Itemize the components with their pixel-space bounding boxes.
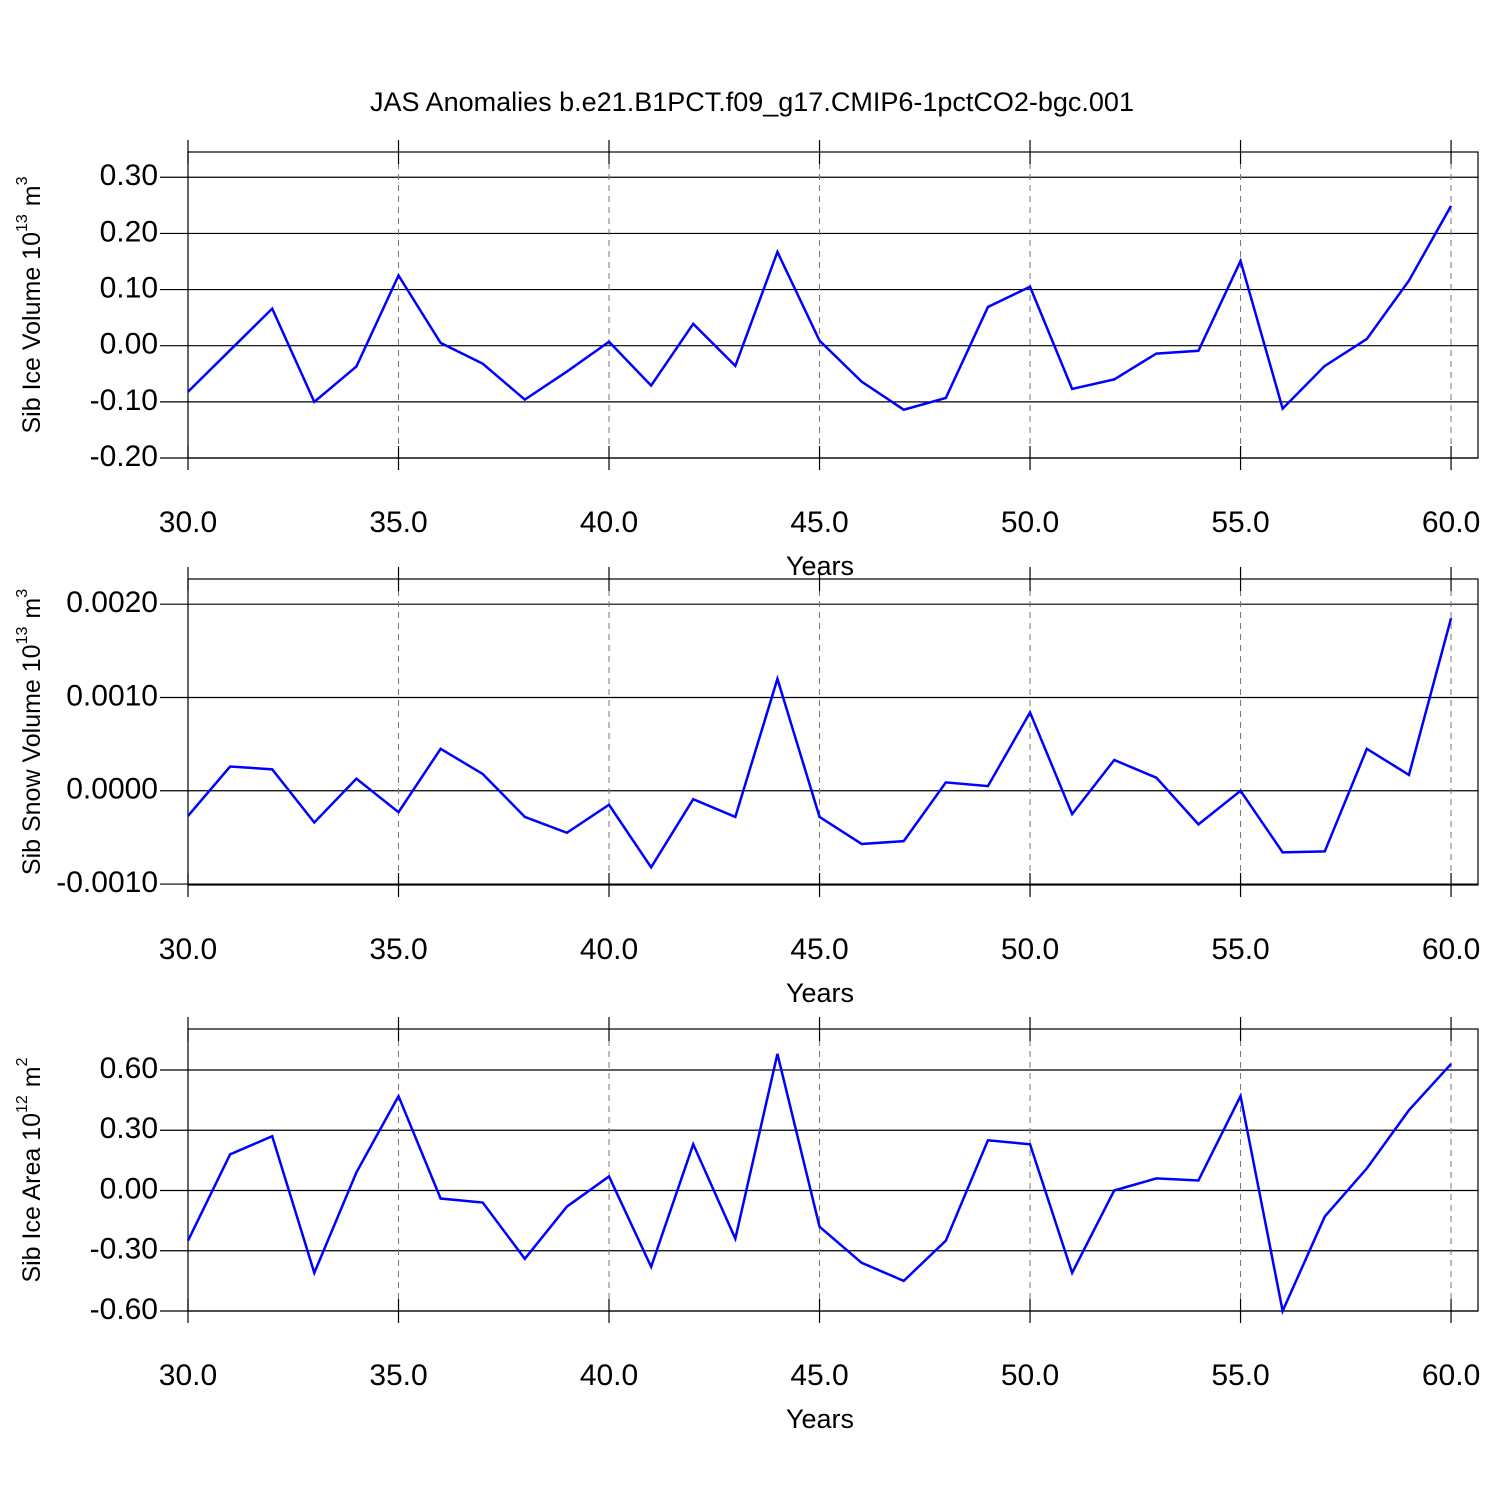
y-axis-title-text: Sib Ice Area 10	[18, 1113, 46, 1283]
y-tick-label: 0.00	[100, 1172, 158, 1205]
y-tick-label: 0.00	[100, 328, 158, 361]
y-tick-label: -0.20	[90, 440, 158, 473]
plot-frame	[187, 151, 1479, 459]
x-tick-label: 30.0	[159, 506, 217, 539]
y-axis-title-unit-exponent: 3	[14, 589, 31, 598]
y-axis-title-unit: m	[18, 185, 46, 206]
y-axis-title-unit-exponent: 3	[14, 176, 31, 185]
y-tick-label: 0.0000	[66, 773, 158, 806]
x-tick-label: 60.0	[1422, 1359, 1480, 1392]
data-line	[187, 205, 1453, 412]
y-axis-title-exponent: 13	[14, 627, 31, 645]
x-tick-label: 35.0	[369, 933, 427, 966]
y-axis-title-text: Sib Snow Volume 10	[18, 644, 46, 875]
x-tick-label: 50.0	[1001, 506, 1059, 539]
plot-frame	[187, 578, 1479, 886]
plot-frame	[187, 1028, 1479, 1312]
x-tick-label: 30.0	[159, 933, 217, 966]
y-tick-label: -0.60	[90, 1293, 158, 1326]
y-axis-title-text: Sib Ice Volume 10	[18, 232, 46, 434]
x-axis-title: Years	[786, 978, 854, 1008]
y-tick-label: 0.30	[100, 1112, 158, 1145]
y-tick-label: 0.60	[100, 1052, 158, 1085]
x-tick-label: 40.0	[580, 933, 638, 966]
data-line	[187, 617, 1453, 870]
figure-title: JAS Anomalies b.e21.B1PCT.f09_g17.CMIP6-…	[370, 87, 1134, 117]
x-tick-label: 55.0	[1211, 506, 1269, 539]
x-tick-label: 45.0	[790, 933, 848, 966]
y-axis-title: Sib Ice Area 1012 m2	[14, 1057, 45, 1282]
y-tick-label: 0.10	[100, 271, 158, 304]
x-tick-label: 40.0	[580, 506, 638, 539]
y-tick-label: -0.10	[90, 384, 158, 417]
data-line	[186, 1053, 1452, 1316]
y-axis-title-unit-exponent: 2	[14, 1057, 31, 1066]
x-tick-label: 50.0	[1001, 1359, 1059, 1392]
y-tick-label: -0.0010	[56, 866, 158, 899]
y-tick-label: 0.0020	[66, 586, 158, 619]
x-tick-label: 35.0	[369, 1359, 427, 1392]
x-tick-label: 60.0	[1422, 506, 1480, 539]
x-tick-label: 45.0	[790, 506, 848, 539]
x-tick-label: 60.0	[1422, 933, 1480, 966]
x-tick-label: 40.0	[580, 1359, 638, 1392]
y-tick-label: -0.30	[90, 1233, 158, 1266]
y-axis-title-exponent: 12	[14, 1095, 31, 1113]
y-axis-title-unit: m	[18, 1066, 46, 1087]
y-axis-title: Sib Ice Volume 1013 m3	[14, 176, 45, 433]
y-axis-title: Sib Snow Volume 1013 m3	[14, 589, 45, 875]
x-tick-label: 50.0	[1001, 933, 1059, 966]
y-axis-title-unit: m	[18, 598, 46, 619]
x-tick-label: 35.0	[369, 506, 427, 539]
x-tick-label: 55.0	[1211, 1359, 1269, 1392]
y-axis-title-exponent: 13	[14, 214, 31, 232]
x-tick-label: 30.0	[159, 1359, 217, 1392]
x-tick-label: 55.0	[1211, 933, 1269, 966]
y-tick-label: 0.20	[100, 215, 158, 248]
y-tick-label: 0.0010	[66, 679, 158, 712]
x-axis-title: Years	[786, 1404, 854, 1434]
y-tick-label: 0.30	[100, 159, 158, 192]
x-tick-label: 45.0	[790, 1359, 848, 1392]
